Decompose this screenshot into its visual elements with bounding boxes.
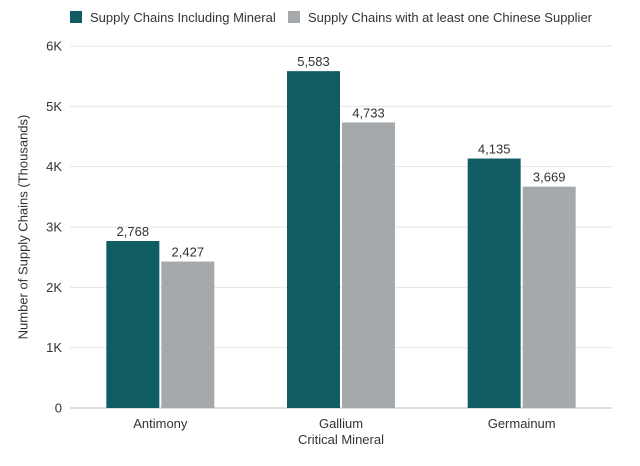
data-label: 5,583 (297, 54, 330, 69)
legend-label: Supply Chains Including Mineral (90, 10, 276, 25)
bar-gallium-series-1 (287, 71, 340, 408)
x-tick-label: Germainum (488, 416, 556, 431)
bar-germainum-series-1 (467, 158, 521, 408)
chart-bars: 2,768 2,427 5,583 4,733 4,135 3,669 (106, 54, 576, 409)
y-tick-label: 2K (46, 280, 62, 295)
bar-antimony-series-2 (161, 261, 215, 408)
bar-gallium-series-2 (342, 122, 395, 409)
y-tick-label: 0 (55, 401, 62, 416)
y-tick-label: 4K (46, 159, 62, 174)
x-tick-label: Gallium (319, 416, 363, 431)
data-label: 4,733 (352, 105, 385, 120)
data-label: 2,768 (117, 224, 150, 239)
chart-legend: Supply Chains Including Mineral Supply Ch… (70, 10, 593, 25)
y-axis-ticks: 0 1K 2K 3K 4K 5K 6K (46, 39, 62, 416)
data-label: 2,427 (172, 245, 205, 260)
legend-swatch (288, 11, 300, 23)
x-axis-ticks: Antimony Gallium Germainum (133, 416, 555, 431)
x-tick-label: Antimony (133, 416, 188, 431)
data-label: 4,135 (478, 142, 511, 157)
chart-gridlines (70, 45, 612, 409)
y-tick-label: 6K (46, 39, 62, 54)
legend-label: Supply Chains with at least one Chinese … (308, 10, 593, 25)
bar-antimony-series-1 (106, 240, 160, 408)
y-tick-label: 1K (46, 340, 62, 355)
y-tick-label: 5K (46, 99, 62, 114)
legend-swatch (70, 11, 82, 23)
bar-germainum-series-2 (522, 186, 576, 408)
y-axis-title: Number of Supply Chains (Thousands) (15, 115, 30, 340)
x-axis-title: Critical Mineral (298, 432, 384, 447)
y-tick-label: 3K (46, 220, 62, 235)
data-label: 3,669 (533, 170, 566, 185)
